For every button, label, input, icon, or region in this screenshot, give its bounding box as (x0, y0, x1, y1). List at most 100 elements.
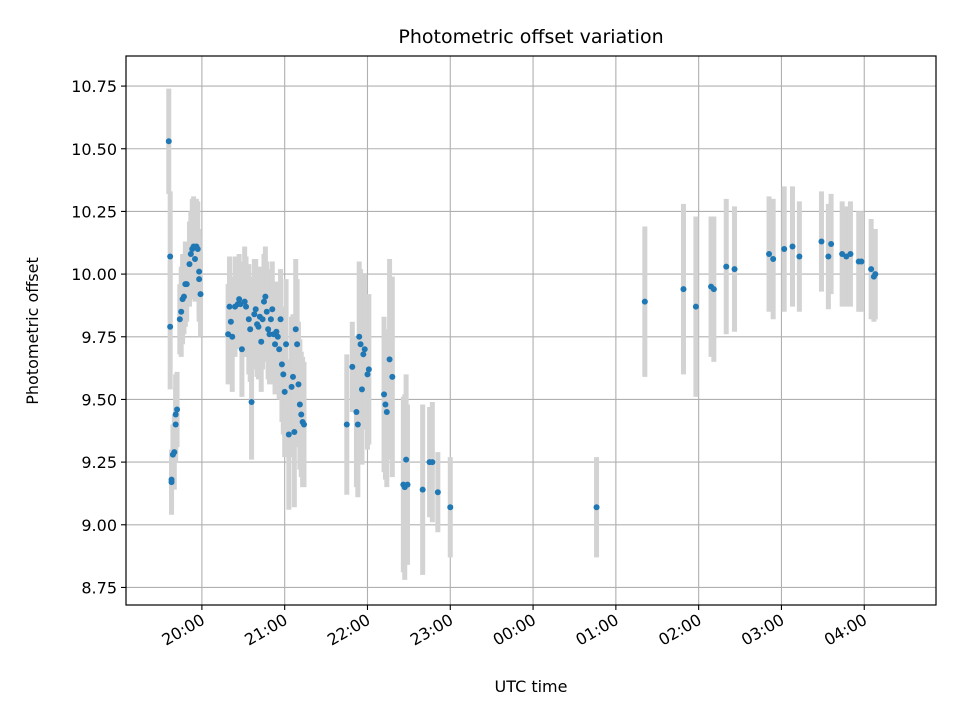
chart-title: Photometric offset variation (398, 26, 663, 48)
data-point (227, 318, 234, 325)
data-point (294, 341, 301, 348)
data-point (238, 346, 245, 353)
data-point (278, 361, 285, 368)
data-point (383, 408, 390, 415)
y-tick-label: 8.75 (81, 578, 117, 597)
data-point (247, 326, 254, 333)
data-point (255, 323, 262, 330)
y-axis-ticks: 8.75 9.00 9.25 9.50 9.75 10.00 10.25 10.50 10.75 (71, 77, 126, 597)
data-point (429, 459, 436, 466)
plot-frame (125, 55, 937, 606)
data-point (274, 333, 281, 340)
data-point (196, 276, 203, 283)
data-point (226, 303, 233, 310)
data-point (269, 306, 276, 313)
data-point (277, 316, 284, 323)
data-point (165, 138, 172, 145)
data-point (641, 298, 648, 305)
data-point (868, 266, 875, 273)
data-point (291, 429, 298, 436)
data-points (165, 138, 879, 511)
y-tick-label: 9.75 (81, 328, 117, 347)
y-tick-label: 9.25 (81, 453, 117, 472)
data-point (403, 456, 410, 463)
data-point (825, 253, 832, 260)
data-point (289, 373, 296, 380)
data-point (180, 293, 187, 300)
data-point (360, 351, 367, 358)
data-point (593, 504, 600, 511)
data-point (263, 308, 270, 315)
data-point (265, 326, 272, 333)
data-point (267, 316, 274, 323)
data-point (251, 311, 258, 318)
data-point (171, 449, 178, 456)
data-point (266, 331, 273, 338)
data-point (260, 298, 267, 305)
y-tick-label: 9.00 (81, 516, 117, 535)
data-point (168, 479, 175, 486)
y-tick-label: 10.75 (71, 77, 117, 96)
y-tick-label: 10.00 (71, 265, 117, 284)
data-point (389, 373, 396, 380)
data-point (167, 253, 174, 260)
data-point (172, 411, 179, 418)
data-point (789, 243, 796, 250)
data-point (178, 308, 185, 315)
data-point (766, 251, 773, 258)
data-point (295, 381, 302, 388)
data-point (236, 296, 243, 303)
data-point (186, 261, 193, 268)
data-point (258, 338, 265, 345)
data-point (197, 291, 204, 298)
x-axis-label: UTC time (495, 677, 568, 696)
data-point (364, 371, 371, 378)
data-point (285, 431, 292, 438)
data-point (382, 401, 389, 408)
data-point (183, 281, 190, 288)
data-point (262, 293, 269, 300)
data-point (357, 341, 364, 348)
data-point (241, 298, 248, 305)
data-point (191, 256, 198, 263)
data-point (343, 421, 350, 428)
data-point (174, 406, 181, 413)
data-point (248, 398, 255, 405)
data-point (680, 286, 687, 293)
y-tick-label: 10.25 (71, 202, 117, 221)
data-point (781, 246, 788, 253)
data-point (349, 363, 356, 370)
data-point (723, 263, 730, 270)
data-point (447, 504, 454, 511)
data-point (692, 303, 699, 310)
grid (126, 56, 936, 605)
data-point (172, 421, 179, 428)
data-point (434, 489, 441, 496)
data-point (245, 316, 252, 323)
data-point (283, 341, 290, 348)
y-axis-label: Photometric offset (23, 257, 42, 405)
data-point (710, 286, 717, 293)
data-point (273, 328, 280, 335)
data-point (353, 408, 360, 415)
data-point (259, 316, 266, 323)
data-point (847, 251, 854, 258)
data-point (298, 411, 305, 418)
data-point (194, 246, 201, 253)
data-point (419, 486, 426, 493)
data-point (858, 258, 865, 265)
data-point (872, 271, 879, 278)
data-point (176, 316, 183, 323)
data-point (229, 333, 236, 340)
y-tick-label: 10.50 (71, 140, 117, 159)
data-point (386, 356, 393, 363)
data-point (361, 346, 368, 353)
data-point (358, 386, 365, 393)
data-point (818, 238, 825, 245)
data-point (770, 256, 777, 263)
data-point (356, 333, 363, 340)
data-point (292, 326, 299, 333)
y-tick-label: 9.50 (81, 390, 117, 409)
data-point (731, 266, 738, 273)
